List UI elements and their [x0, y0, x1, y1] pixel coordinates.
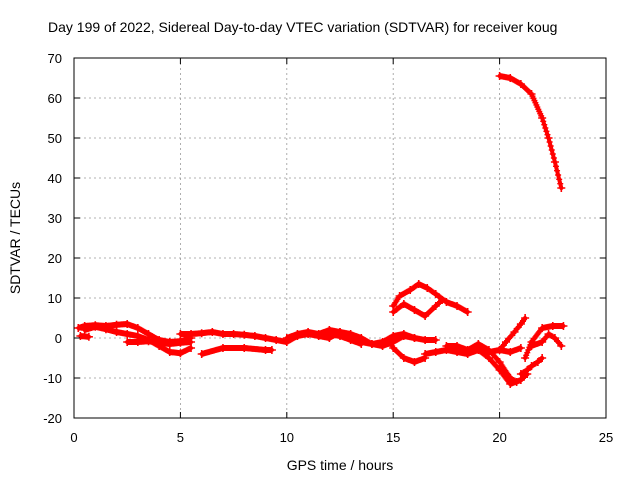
y-tick-label: 30 [48, 211, 62, 226]
y-tick-label: 40 [48, 171, 62, 186]
x-tick-label: 5 [177, 430, 184, 445]
y-tick-label: 50 [48, 131, 62, 146]
y-tick-label: 10 [48, 291, 62, 306]
data-point [509, 331, 516, 338]
data-point [187, 339, 194, 346]
data-point [538, 356, 545, 362]
data-point [84, 333, 91, 340]
data-point [516, 345, 523, 352]
data-point [537, 357, 544, 363]
y-tick-label: -10 [43, 371, 62, 386]
data-point [540, 118, 547, 125]
axis-ticks: 0 5 10 15 20 25 -20 -10 0 10 20 30 40 50 60 70 [43, 51, 613, 445]
x-tick-label: 15 [386, 430, 400, 445]
data-point [357, 340, 364, 347]
y-tick-label: 70 [48, 51, 62, 66]
series-track-10 [389, 280, 472, 316]
series-track-2 [76, 332, 93, 341]
data-point [537, 327, 544, 334]
series-track-6 [197, 344, 276, 358]
data-point [552, 163, 559, 170]
series-track-15 [516, 354, 547, 378]
x-axis-label: GPS time / hours [287, 457, 394, 473]
data-point [267, 347, 274, 353]
data-point [546, 139, 553, 145]
series-track-18 [527, 330, 566, 350]
data-point [549, 151, 556, 157]
y-axis-label: SDTVAR / TECUs [7, 182, 23, 294]
series-track-11 [389, 296, 447, 320]
data-point [494, 364, 501, 371]
x-tick-label: 0 [70, 430, 77, 445]
data-point [410, 334, 417, 341]
data-point [550, 155, 557, 161]
grid-lines [74, 58, 606, 418]
data-points [74, 72, 568, 388]
data-point [550, 158, 559, 166]
data-point [544, 131, 551, 138]
y-tick-label: -20 [43, 411, 62, 426]
data-point [431, 337, 438, 343]
y-tick-label: 20 [48, 251, 62, 266]
data-point [541, 121, 548, 128]
series-track-9 [384, 336, 430, 366]
data-point [557, 184, 566, 192]
data-point [557, 341, 564, 348]
series-track-4 [123, 337, 196, 348]
series-track-16 [495, 314, 530, 354]
data-point [555, 172, 562, 178]
data-point [526, 365, 533, 371]
data-point [543, 128, 550, 135]
data-point [542, 125, 549, 131]
data-point [421, 355, 428, 362]
data-point [556, 176, 563, 183]
series-track-19 [495, 72, 566, 192]
data-point [494, 356, 501, 363]
y-tick-label: 60 [48, 91, 62, 106]
data-point [438, 298, 445, 304]
x-tick-label: 20 [492, 430, 506, 445]
y-tick-label: 0 [55, 331, 62, 346]
data-point [554, 167, 561, 174]
series-track-8 [314, 330, 366, 348]
data-point [559, 323, 566, 329]
series-track-17 [521, 322, 568, 362]
data-point [430, 304, 437, 311]
chart-title: Day 199 of 2022, Sidereal Day-to-day VTE… [48, 19, 557, 35]
data-point [547, 143, 554, 149]
x-tick-label: 10 [280, 430, 294, 445]
x-tick-label: 25 [599, 430, 613, 445]
data-point [557, 180, 564, 187]
data-point [187, 345, 194, 352]
data-point [463, 308, 470, 315]
plot-frame [73, 57, 607, 419]
data-point [538, 112, 545, 119]
series-track-14 [474, 346, 532, 388]
data-point [430, 289, 437, 296]
data-point [548, 147, 555, 153]
data-point [527, 90, 534, 97]
data-point [437, 299, 444, 305]
data-point [526, 89, 533, 96]
data-point [521, 316, 528, 323]
